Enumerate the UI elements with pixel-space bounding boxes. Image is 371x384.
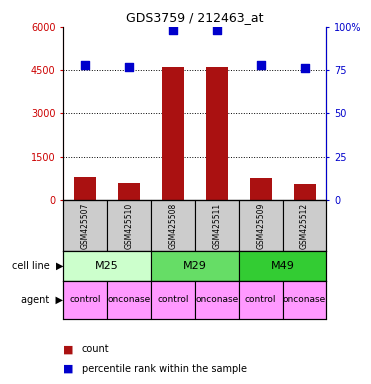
FancyBboxPatch shape <box>151 281 195 319</box>
Title: GDS3759 / 212463_at: GDS3759 / 212463_at <box>126 11 263 24</box>
Text: control: control <box>245 295 276 304</box>
FancyBboxPatch shape <box>283 281 326 319</box>
Text: GSM425512: GSM425512 <box>300 202 309 248</box>
FancyBboxPatch shape <box>239 251 326 281</box>
Text: GSM425507: GSM425507 <box>81 202 89 249</box>
FancyBboxPatch shape <box>63 281 107 319</box>
Point <box>82 62 88 68</box>
Text: count: count <box>82 344 109 354</box>
FancyBboxPatch shape <box>151 251 239 281</box>
Text: cell line  ▶: cell line ▶ <box>12 261 63 271</box>
Text: control: control <box>69 295 101 304</box>
FancyBboxPatch shape <box>239 200 283 251</box>
Point <box>302 65 308 71</box>
Text: control: control <box>157 295 188 304</box>
Bar <box>74 177 96 200</box>
FancyBboxPatch shape <box>107 200 151 251</box>
Point <box>214 27 220 33</box>
FancyBboxPatch shape <box>63 251 151 281</box>
Text: GSM425509: GSM425509 <box>256 202 265 249</box>
Bar <box>293 184 315 200</box>
FancyBboxPatch shape <box>195 281 239 319</box>
Point <box>126 64 132 70</box>
Text: onconase: onconase <box>195 295 238 304</box>
FancyBboxPatch shape <box>107 281 151 319</box>
FancyBboxPatch shape <box>151 200 195 251</box>
Text: onconase: onconase <box>107 295 151 304</box>
Bar <box>162 67 184 200</box>
Bar <box>206 67 228 200</box>
FancyBboxPatch shape <box>283 200 326 251</box>
FancyBboxPatch shape <box>239 281 283 319</box>
Text: ■: ■ <box>63 364 73 374</box>
Text: M25: M25 <box>95 261 119 271</box>
Point <box>170 27 176 33</box>
Text: GSM425511: GSM425511 <box>212 202 221 248</box>
Point <box>258 62 264 68</box>
Text: ■: ■ <box>63 344 73 354</box>
Bar <box>118 182 140 200</box>
FancyBboxPatch shape <box>195 200 239 251</box>
Text: percentile rank within the sample: percentile rank within the sample <box>82 364 247 374</box>
Text: M49: M49 <box>270 261 295 271</box>
Text: M29: M29 <box>183 261 207 271</box>
FancyBboxPatch shape <box>63 200 107 251</box>
Text: agent  ▶: agent ▶ <box>21 295 63 305</box>
Bar <box>250 178 272 200</box>
Text: GSM425508: GSM425508 <box>168 202 177 248</box>
Text: onconase: onconase <box>283 295 326 304</box>
Text: GSM425510: GSM425510 <box>124 202 134 248</box>
